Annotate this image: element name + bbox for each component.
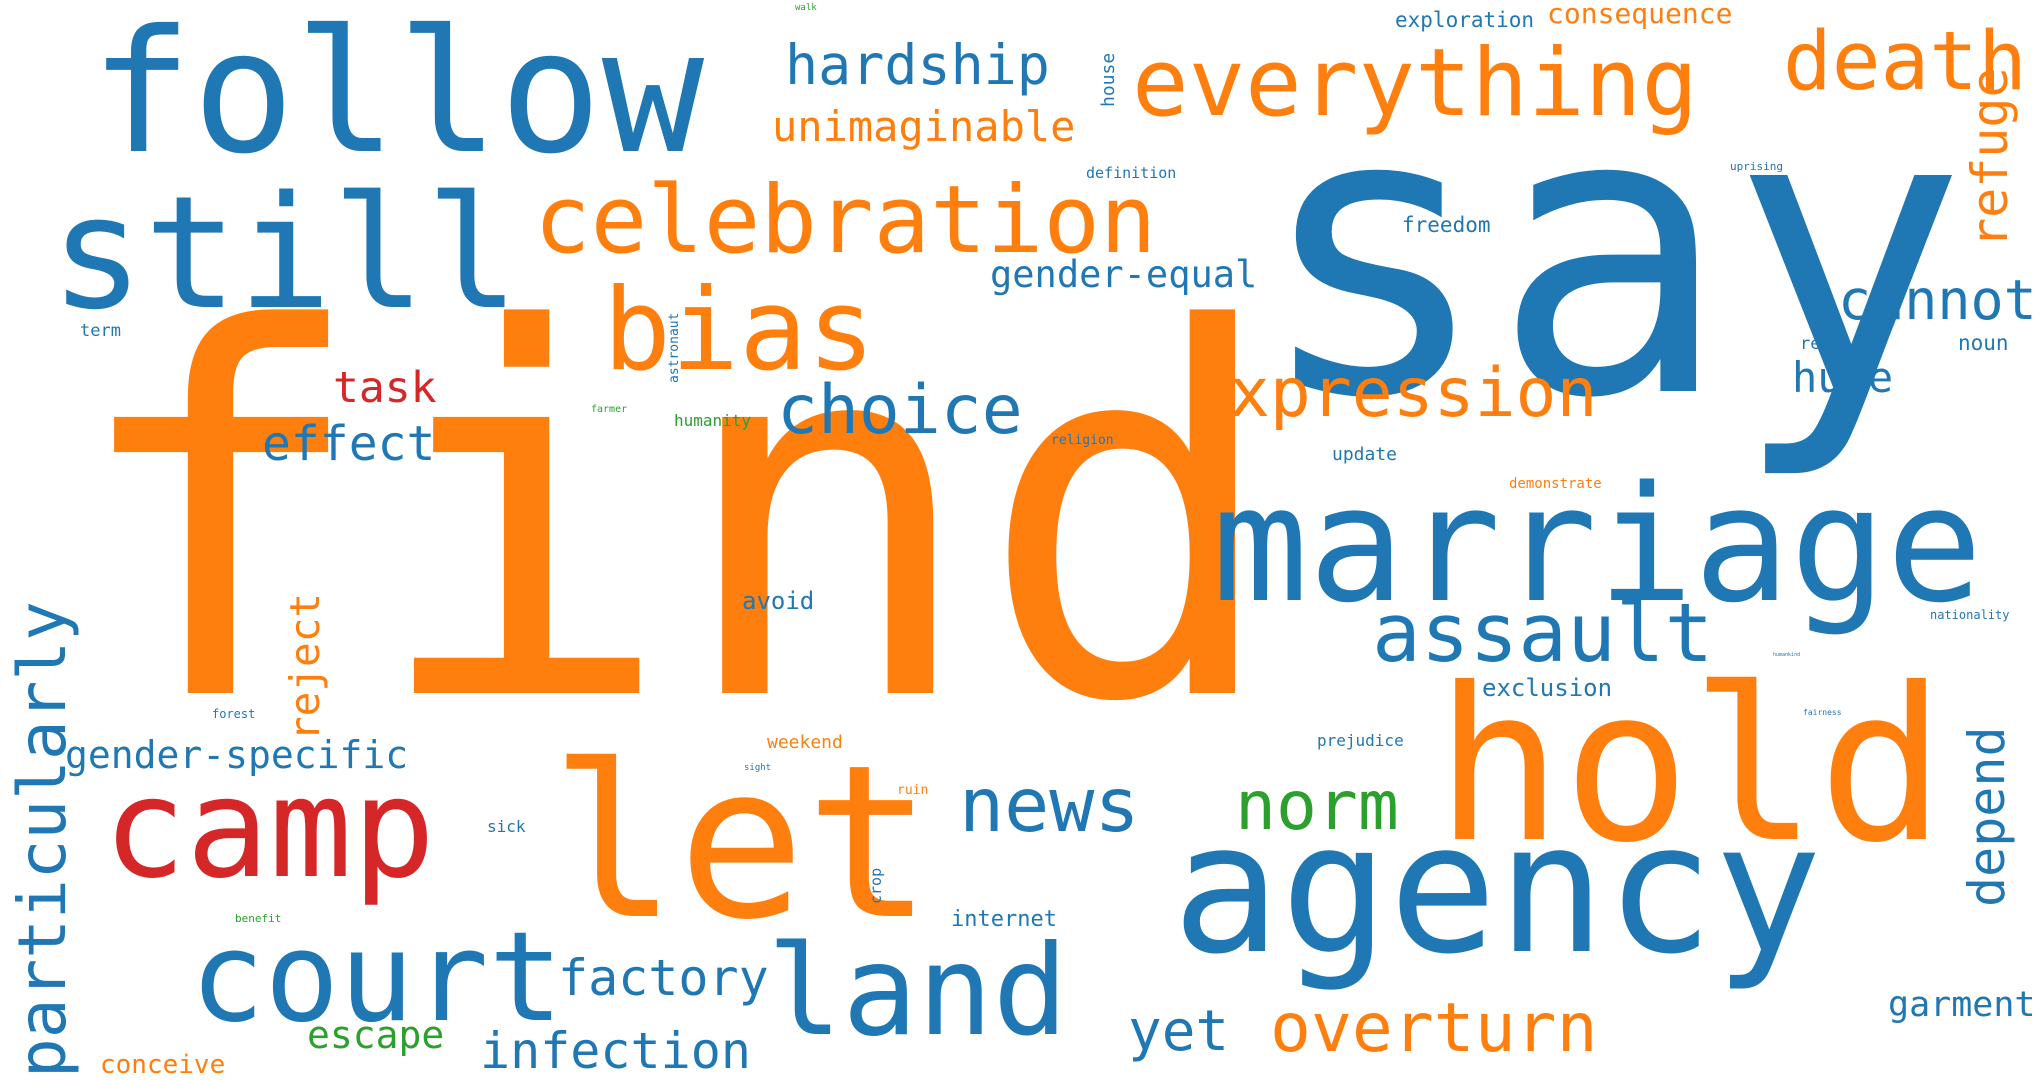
word-consequence: consequence [1547, 0, 1733, 30]
word-definition: definition [1086, 164, 1177, 182]
word-infection: infection [480, 1022, 751, 1080]
word-avoid: avoid [742, 587, 815, 615]
word-garment: garment [1888, 985, 2036, 1025]
word-exclusion: exclusion [1482, 674, 1613, 702]
word-still: still [50, 162, 520, 344]
word-escape: escape [307, 1013, 445, 1057]
word-hold: hold [1435, 642, 1946, 889]
word-depend: depend [1958, 726, 2016, 907]
word-fairness: fairness [1803, 708, 1842, 717]
word-sight: sight [744, 763, 772, 773]
word-prejudice: prejudice [1317, 731, 1404, 750]
word-humankind: humankind [1773, 652, 1801, 658]
word-follow: follow [90, 0, 705, 192]
word-norm: norm [1235, 767, 1399, 846]
word-land: land [767, 919, 1069, 1064]
word-weekend: weekend [767, 732, 843, 753]
word-farmer: farmer [591, 404, 628, 415]
word-freedom: freedom [1402, 213, 1491, 237]
word-yet: yet [1128, 999, 1230, 1064]
word-celebration: celebration [534, 166, 1157, 275]
word-gender-equal: gender-equal [990, 253, 1258, 296]
word-choice: choice [777, 371, 1023, 450]
word-court: court [190, 906, 564, 1050]
word-crop: crop [867, 867, 885, 904]
word-religion: religion [1051, 433, 1114, 448]
word-term: term [80, 321, 121, 341]
word-expression: expression [1188, 354, 1598, 433]
word-internet: internet [951, 907, 1057, 932]
word-bias: bias [603, 264, 876, 396]
word-let: let [550, 719, 933, 966]
word-task: task [333, 363, 437, 413]
word-sick: sick [487, 817, 526, 836]
word-refuge: refuge [1961, 67, 2019, 248]
word-noun: noun [1958, 331, 2009, 355]
word-overturn: overturn [1270, 989, 1598, 1068]
word-unimaginable: unimaginable [772, 102, 1076, 151]
word-marriage: marriage [1212, 451, 1983, 638]
word-walk: walk [795, 3, 817, 13]
word-cannot: cannot [1838, 268, 2037, 332]
word-humanity: humanity [674, 411, 752, 430]
word-reject: reject [281, 592, 329, 741]
word-effect: effect [262, 416, 436, 472]
word-nationality: nationality [1930, 608, 2010, 622]
word-hardship: hardship [785, 33, 1050, 97]
word-benefit: benefit [235, 912, 282, 925]
word-astronaut: astronaut [667, 312, 682, 383]
word-conceive: conceive [100, 1050, 226, 1080]
word-agency: agency [1172, 785, 1823, 994]
word-house: house [1098, 52, 1119, 107]
word-say: say [1254, 25, 1968, 485]
word-forest: forest [212, 707, 256, 721]
word-news: news [959, 761, 1140, 849]
word-gender-specific: gender-specific [65, 733, 409, 777]
word-uprising: uprising [1730, 160, 1783, 173]
word-everything: everything [1132, 29, 1698, 138]
word-assault: assault [1372, 587, 1714, 681]
word-death: death [1783, 15, 2027, 109]
word-demonstrate: demonstrate [1509, 476, 1602, 492]
word-huge: huge [1792, 353, 1894, 402]
word-find: find [66, 225, 1283, 813]
word-update: update [1332, 444, 1398, 465]
word-exploration: exploration [1395, 8, 1535, 32]
word-relative: relative [1800, 334, 1882, 354]
word-particularly: particularly [4, 601, 81, 1078]
word-factory: factory [558, 949, 769, 1007]
word-camp: camp [103, 748, 436, 909]
word-ruin: ruin [897, 783, 929, 798]
